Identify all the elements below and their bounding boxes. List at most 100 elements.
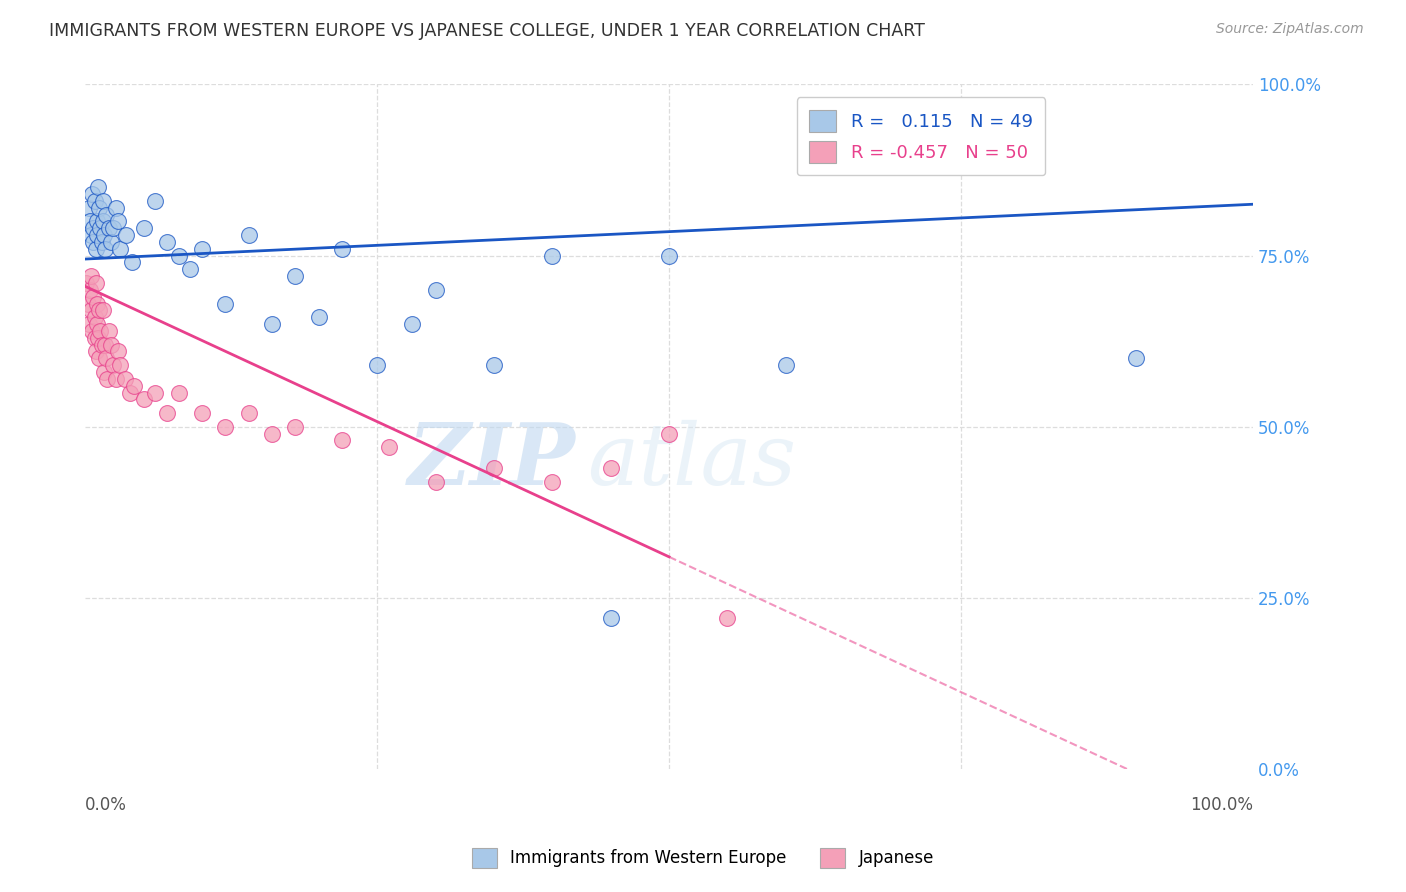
- Text: 0.0%: 0.0%: [86, 797, 127, 814]
- Point: [100, 337, 122, 351]
- Point: [82, 235, 104, 249]
- Point: [82, 186, 104, 201]
- Point: [308, 310, 330, 325]
- Point: [238, 406, 260, 420]
- Point: [83, 331, 105, 345]
- Point: [599, 611, 621, 625]
- Point: [84, 242, 107, 256]
- Point: [107, 344, 129, 359]
- Point: [330, 434, 353, 448]
- Point: [97, 324, 120, 338]
- Point: [87, 180, 110, 194]
- Point: [89, 221, 111, 235]
- Point: [93, 365, 115, 379]
- Text: 100.0%: 100.0%: [1189, 797, 1253, 814]
- Point: [96, 351, 118, 366]
- Point: [90, 337, 112, 351]
- Point: [90, 235, 112, 249]
- Point: [91, 303, 114, 318]
- Point: [167, 249, 190, 263]
- Point: [110, 242, 132, 256]
- Point: [156, 406, 179, 420]
- Point: [143, 385, 166, 400]
- Point: [91, 194, 114, 208]
- Text: ZIP: ZIP: [408, 419, 575, 503]
- Point: [86, 317, 108, 331]
- Point: [94, 337, 117, 351]
- Point: [82, 221, 104, 235]
- Point: [80, 269, 103, 284]
- Point: [110, 358, 132, 372]
- Point: [82, 324, 104, 338]
- Point: [80, 303, 103, 318]
- Point: [104, 201, 127, 215]
- Point: [482, 460, 505, 475]
- Point: [86, 228, 108, 243]
- Point: [76, 296, 98, 310]
- Point: [86, 296, 108, 310]
- Point: [156, 235, 179, 249]
- Point: [83, 310, 105, 325]
- Point: [330, 242, 353, 256]
- Point: [658, 249, 681, 263]
- Point: [84, 276, 107, 290]
- Point: [132, 221, 155, 235]
- Point: [167, 385, 190, 400]
- Point: [366, 358, 388, 372]
- Point: [77, 201, 100, 215]
- Point: [114, 372, 136, 386]
- Point: [179, 262, 201, 277]
- Point: [82, 290, 104, 304]
- Text: IMMIGRANTS FROM WESTERN EUROPE VS JAPANESE COLLEGE, UNDER 1 YEAR CORRELATION CHA: IMMIGRANTS FROM WESTERN EUROPE VS JAPANE…: [49, 22, 925, 40]
- Point: [93, 228, 115, 243]
- Point: [80, 228, 103, 243]
- Point: [262, 317, 284, 331]
- Point: [79, 283, 101, 297]
- Point: [89, 303, 111, 318]
- Point: [284, 269, 307, 284]
- Legend: R =   0.115   N = 49, R = -0.457   N = 50: R = 0.115 N = 49, R = -0.457 N = 50: [797, 97, 1045, 175]
- Point: [214, 419, 236, 434]
- Point: [284, 419, 307, 434]
- Point: [716, 611, 738, 625]
- Point: [100, 235, 122, 249]
- Point: [79, 214, 101, 228]
- Point: [482, 358, 505, 372]
- Point: [124, 378, 146, 392]
- Point: [214, 296, 236, 310]
- Point: [378, 440, 401, 454]
- Point: [658, 426, 681, 441]
- Point: [425, 475, 447, 489]
- Point: [89, 324, 111, 338]
- Point: [89, 351, 111, 366]
- Point: [94, 242, 117, 256]
- Point: [143, 194, 166, 208]
- Point: [121, 255, 143, 269]
- Point: [96, 207, 118, 221]
- Point: [84, 344, 107, 359]
- Legend: Immigrants from Western Europe, Japanese: Immigrants from Western Europe, Japanese: [465, 841, 941, 875]
- Point: [103, 358, 125, 372]
- Point: [83, 194, 105, 208]
- Point: [87, 331, 110, 345]
- Point: [949, 98, 972, 112]
- Point: [541, 249, 564, 263]
- Point: [89, 201, 111, 215]
- Point: [425, 283, 447, 297]
- Point: [103, 221, 125, 235]
- Point: [118, 385, 141, 400]
- Point: [599, 460, 621, 475]
- Point: [115, 228, 138, 243]
- Text: atlas: atlas: [588, 419, 796, 502]
- Point: [96, 372, 118, 386]
- Point: [91, 214, 114, 228]
- Text: Source: ZipAtlas.com: Source: ZipAtlas.com: [1216, 22, 1364, 37]
- Point: [191, 406, 214, 420]
- Point: [104, 372, 127, 386]
- Point: [262, 426, 284, 441]
- Point: [1125, 351, 1147, 366]
- Point: [541, 475, 564, 489]
- Point: [77, 317, 100, 331]
- Point: [238, 228, 260, 243]
- Point: [401, 317, 423, 331]
